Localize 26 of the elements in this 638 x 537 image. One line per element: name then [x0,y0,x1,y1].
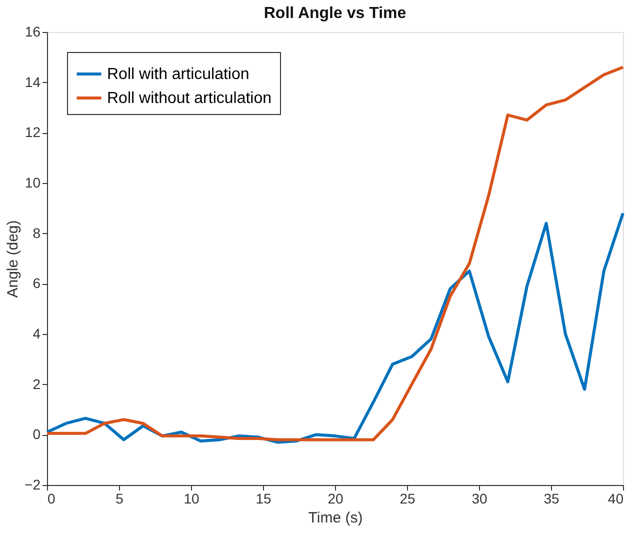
x-tick-label: 40 [608,490,624,506]
x-tick-label: 35 [544,490,560,506]
y-tick-label: 8 [32,224,41,241]
y-tick-label: −2 [24,476,41,492]
y-tick-label: 10 [24,174,41,190]
x-tick-label: 20 [328,490,344,506]
y-tick-label: 14 [24,74,41,90]
legend-label: Roll with articulation [107,66,250,83]
x-tick-label: 15 [256,490,272,506]
line-series [46,212,624,444]
chart-title: Roll Angle vs Time [264,5,406,22]
y-tick-label: 16 [24,24,41,40]
legend-label: Roll without articulation [107,90,272,107]
y-tick-label: 0 [32,426,41,442]
x-tick-label: 10 [184,490,200,506]
x-tick-label: 25 [400,490,416,506]
x-tick-label: 30 [472,490,488,506]
x-axis-title: Time (s) [308,510,363,526]
y-tick-label: 2 [32,376,41,392]
x-tick-label: 0 [48,490,56,506]
y-tick-label: 6 [32,275,41,292]
y-axis-title: Angle (deg) [4,220,22,298]
line-series [46,66,624,442]
y-tick-label: 12 [24,124,41,140]
y-tick-label: 4 [32,326,41,342]
x-tick-label: 5 [116,490,124,506]
